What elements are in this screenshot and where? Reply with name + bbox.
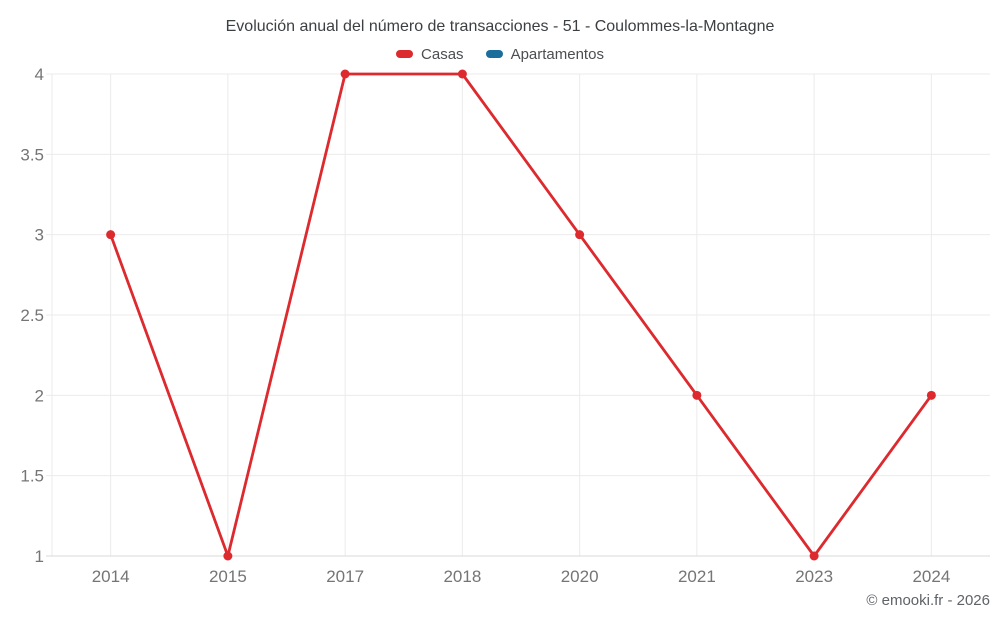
y-axis-tick-labels: 1 1.5 2 2.5 3 3.5 4 <box>20 65 44 566</box>
x-tick-label: 2018 <box>443 567 481 586</box>
data-point-marker <box>457 69 467 79</box>
y-tick-label: 2.5 <box>20 306 44 325</box>
gridlines <box>46 73 990 557</box>
data-point-marker <box>223 551 233 561</box>
series-line <box>109 72 933 558</box>
y-tick-label: 2 <box>35 386 44 405</box>
x-tick-label: 2015 <box>209 567 247 586</box>
casas-swatch-icon <box>396 50 414 58</box>
apartamentos-swatch-icon <box>485 50 503 58</box>
data-point-marker <box>692 390 702 400</box>
x-axis-tick-labels: 2014 2015 2017 2018 2020 2021 2023 2024 <box>92 567 951 586</box>
y-tick-label: 1.5 <box>20 467 44 486</box>
y-tick-label: 1 <box>35 547 44 566</box>
x-tick-label: 2020 <box>561 567 599 586</box>
data-point-marker <box>106 230 116 240</box>
data-point-marker <box>340 69 350 79</box>
legend: Casas Apartamentos <box>0 44 1000 64</box>
x-tick-label: 2021 <box>678 567 716 586</box>
x-tick-label: 2024 <box>912 567 950 586</box>
x-tick-label: 2017 <box>326 567 364 586</box>
legend-label-apartamentos: Apartamentos <box>510 45 604 63</box>
data-point-marker <box>575 230 585 240</box>
series-casas <box>106 69 936 561</box>
x-tick-label: 2014 <box>92 567 130 586</box>
y-tick-label: 4 <box>35 65 44 84</box>
data-point-marker <box>809 551 819 561</box>
chart-title: Evolución anual del número de transaccio… <box>225 18 775 35</box>
y-tick-label: 3 <box>35 226 44 245</box>
legend-label-casas: Casas <box>421 45 464 63</box>
copyright: © emooki.fr - 2026 <box>866 592 990 609</box>
x-tick-label: 2023 <box>795 567 833 586</box>
legend-item-casas[interactable]: Casas <box>396 46 464 63</box>
legend-item-apartamentos[interactable]: Apartamentos <box>485 45 604 63</box>
data-point-marker <box>926 390 936 400</box>
y-tick-label: 3.5 <box>20 145 44 164</box>
